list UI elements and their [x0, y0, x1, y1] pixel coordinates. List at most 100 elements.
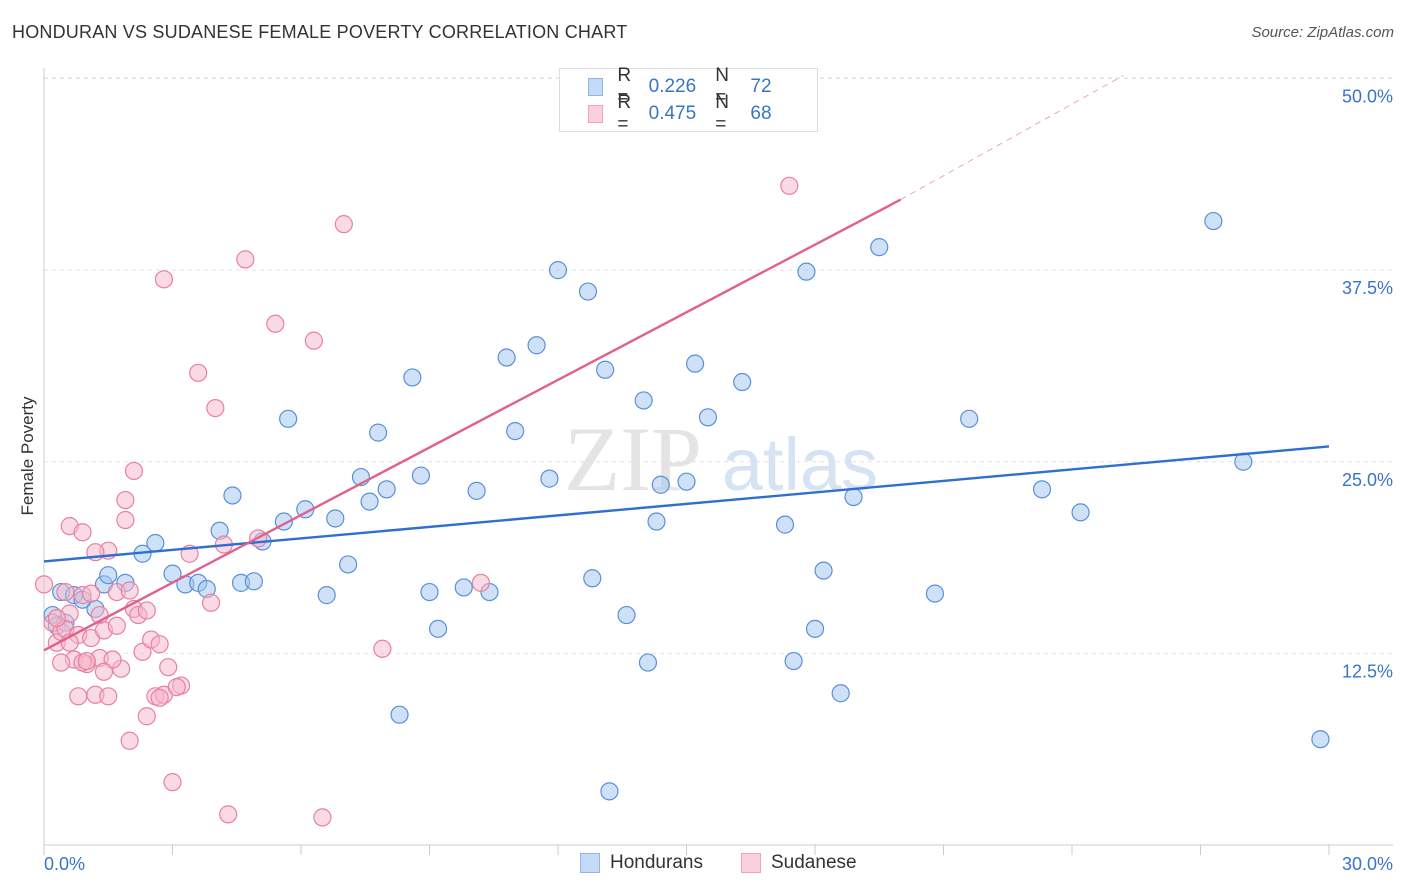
honduran-point: [467, 481, 486, 500]
sudanese-point: [107, 616, 126, 635]
honduran-point: [540, 469, 559, 488]
y-tick-label: 12.5%: [1342, 661, 1393, 681]
honduran-point: [960, 409, 979, 428]
y-axis-title: Female Poverty: [18, 396, 37, 516]
honduran-point: [647, 512, 666, 531]
hondurans-legend-label: Hondurans: [610, 852, 703, 873]
chart-source: Source: ZipAtlas.com: [1251, 24, 1394, 41]
honduran-point: [634, 391, 653, 410]
honduran-point: [1311, 730, 1330, 749]
honduran-trend-line: [43, 445, 1330, 563]
honduran-point: [360, 492, 379, 511]
series-sudanese: [34, 176, 799, 827]
x-max-label: 30.0%: [1342, 854, 1393, 874]
honduran-point: [279, 409, 298, 428]
legend-row-hondurans: R = 0.226 N = 72: [588, 65, 817, 108]
honduran-point: [369, 423, 388, 442]
sudanese-point: [471, 573, 490, 592]
gridlines: [44, 77, 1393, 654]
sudanese-point: [167, 678, 186, 697]
honduran-point: [403, 368, 422, 387]
honduran-point: [506, 421, 525, 441]
sudanese-point: [159, 658, 178, 677]
honduran-point: [578, 282, 598, 301]
honduran-point: [596, 360, 615, 379]
sudanese-legend-swatch: [741, 853, 761, 873]
y-tick-label: 37.5%: [1342, 278, 1393, 298]
honduran-point: [454, 578, 473, 597]
hondurans-n-value: 72: [750, 76, 772, 97]
honduran-point: [244, 572, 263, 591]
honduran-point: [428, 619, 448, 638]
sudanese-point: [69, 687, 88, 706]
sudanese-point: [219, 805, 238, 824]
sudanese-point: [34, 575, 54, 594]
hondurans-legend-swatch: [580, 853, 600, 873]
sudanese-point: [304, 331, 323, 350]
sudanese-point: [77, 651, 96, 671]
y-tick-label: 25.0%: [1342, 470, 1393, 490]
r-label: R =: [617, 92, 632, 135]
sudanese-point: [334, 215, 353, 234]
sudanese-point: [73, 523, 92, 542]
x-min-label: 0.0%: [44, 854, 85, 874]
honduran-point: [317, 586, 336, 605]
honduran-point: [677, 472, 696, 491]
stats-legend: R = 0.226 N = 72 R = 0.475 N = 68: [559, 65, 818, 135]
honduran-point: [527, 336, 546, 355]
sudanese-swatch: [588, 105, 604, 123]
sudanese-trend-extension: [900, 74, 1124, 201]
honduran-point: [638, 653, 658, 672]
sudanese-point: [137, 707, 156, 726]
honduran-point: [99, 566, 118, 585]
trend-lines: [43, 74, 1330, 652]
hondurans-swatch: [588, 78, 604, 96]
sudanese-point: [150, 688, 169, 707]
sudanese-point: [116, 490, 135, 510]
honduran-point: [797, 262, 816, 281]
watermark-zip: ZIP: [564, 408, 702, 510]
honduran-point: [733, 372, 752, 392]
honduran-point: [326, 509, 345, 528]
legend-item-hondurans[interactable]: Hondurans: [580, 852, 703, 874]
honduran-point: [698, 408, 718, 427]
honduran-point: [548, 261, 568, 280]
chart-title: HONDURAN VS SUDANESE FEMALE POVERTY CORR…: [12, 22, 628, 42]
n-label: N =: [715, 65, 729, 108]
sudanese-n-value: 68: [750, 103, 772, 124]
sudanese-point: [133, 642, 152, 661]
honduran-point: [583, 569, 602, 588]
honduran-point: [925, 584, 945, 603]
honduran-point: [1204, 211, 1223, 231]
honduran-point: [784, 651, 803, 671]
axes: [43, 68, 1393, 855]
honduran-point: [775, 515, 795, 534]
honduran-point: [685, 354, 705, 373]
sudanese-point: [94, 662, 114, 681]
sudanese-point: [56, 582, 75, 602]
honduran-point: [651, 475, 670, 494]
sudanese-point: [201, 593, 221, 612]
honduran-point: [617, 605, 636, 625]
sudanese-trend-line: [43, 198, 902, 652]
sudanese-point: [99, 687, 118, 706]
honduran-point: [390, 705, 409, 724]
y-tick-label: 50.0%: [1342, 87, 1393, 107]
honduran-point: [223, 486, 242, 505]
legend-row-sudanese: R = 0.475 N = 68: [588, 92, 817, 135]
sudanese-point: [103, 650, 122, 669]
honduran-point: [377, 480, 396, 499]
sudanese-point: [313, 808, 332, 827]
sudanese-point: [47, 609, 66, 628]
sudanese-point: [124, 461, 144, 481]
sudanese-r-value: 0.475: [648, 103, 697, 124]
honduran-point: [146, 533, 165, 553]
sudanese-legend-label: Sudanese: [771, 852, 857, 873]
legend-item-sudanese[interactable]: Sudanese: [741, 852, 857, 874]
honduran-point: [600, 782, 619, 801]
honduran-point: [420, 582, 439, 602]
sudanese-point: [52, 653, 71, 672]
y-tick-labels: 12.5% 25.0% 37.5% 50.0%: [1342, 87, 1393, 682]
honduran-point: [814, 561, 833, 580]
honduran-point: [1071, 503, 1090, 522]
